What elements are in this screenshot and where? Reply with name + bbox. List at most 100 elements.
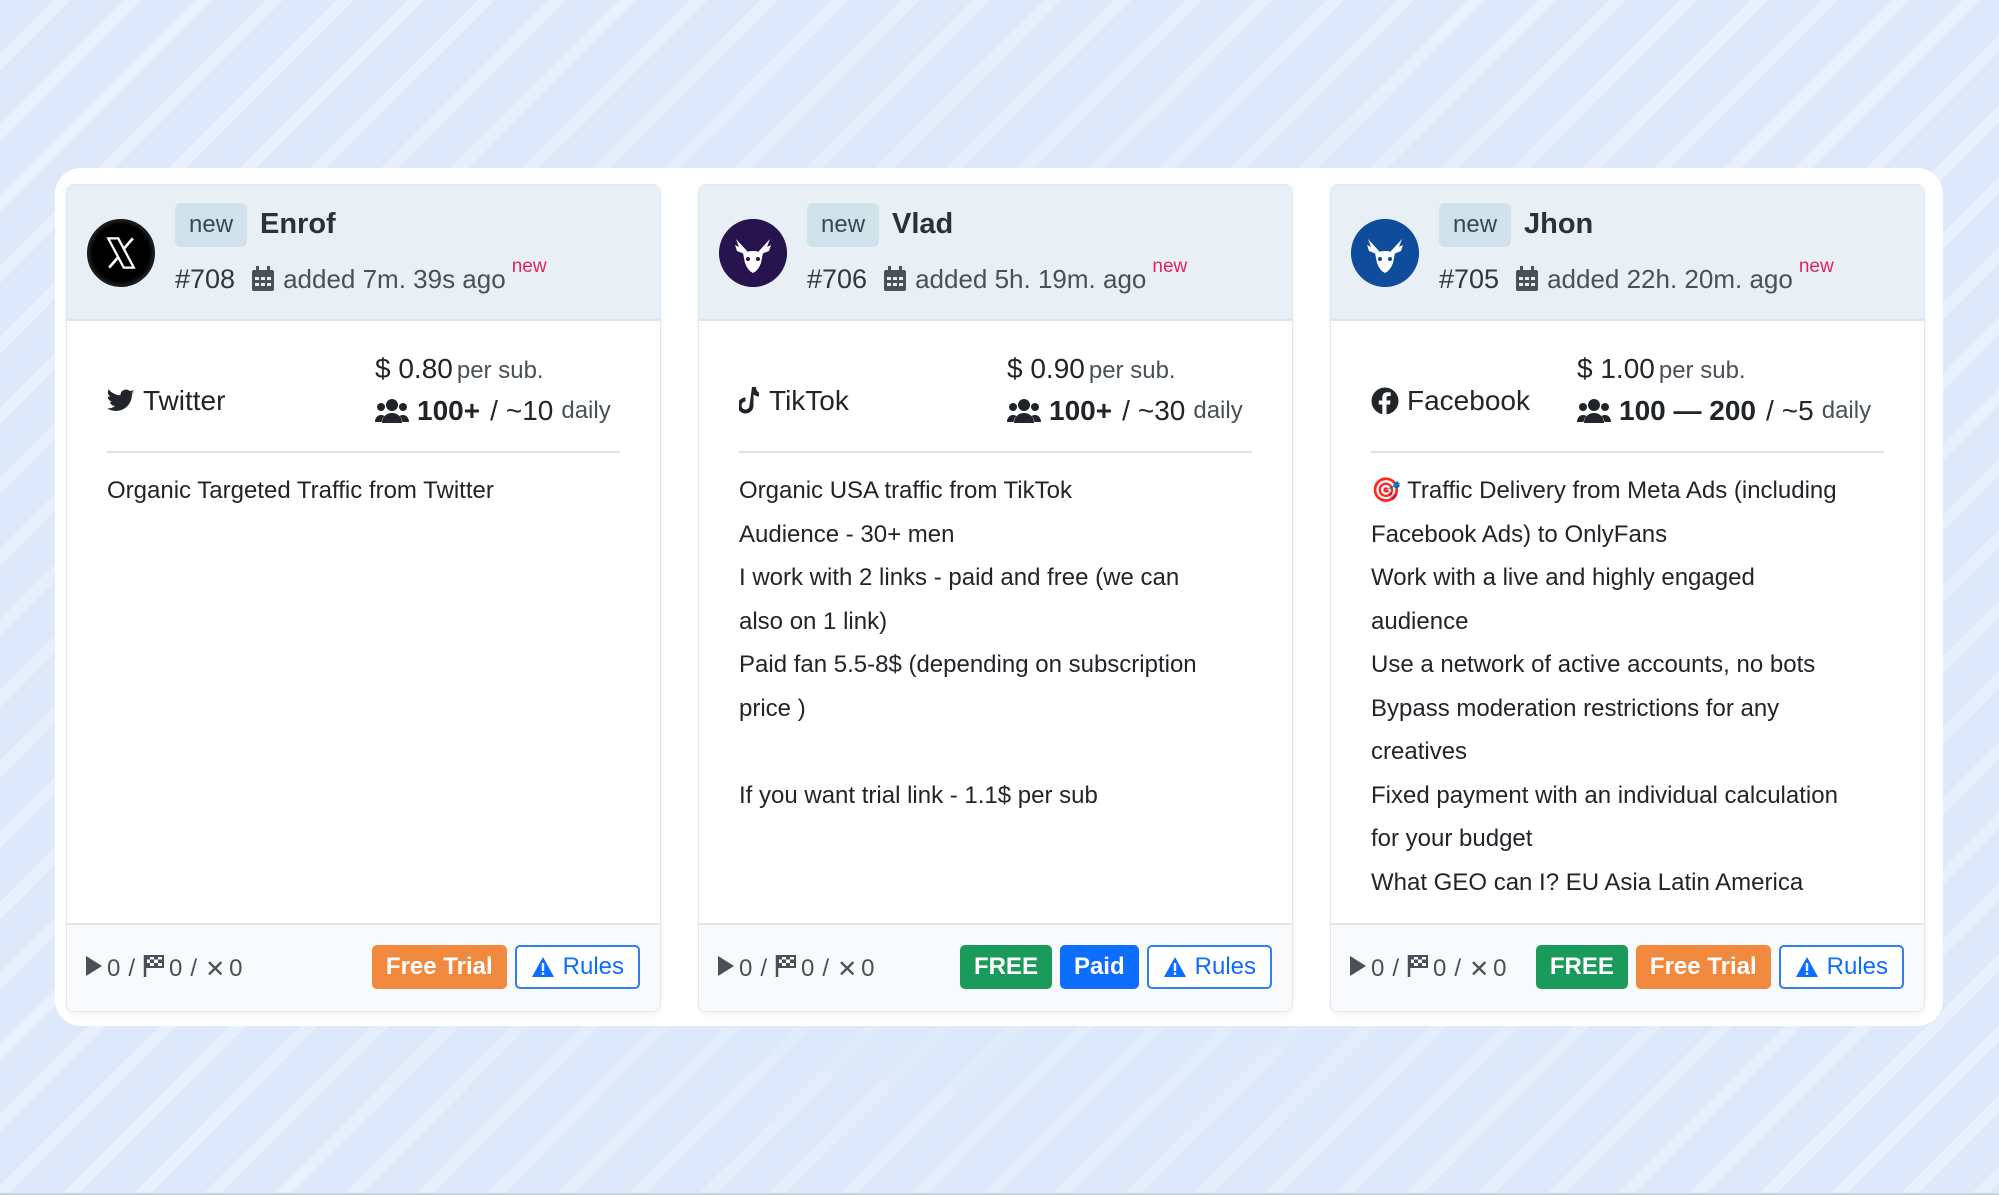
- finished-count: 0: [801, 955, 815, 982]
- author-name[interactable]: Vlad: [892, 208, 954, 240]
- twitter-bird-icon: [107, 389, 135, 413]
- warning-icon: [531, 956, 555, 978]
- x-logo-icon[interactable]: [87, 219, 155, 287]
- offer-card: new Enrof #708 added 7m. 39s ago new Twi…: [66, 184, 661, 1012]
- price-value: 1.00: [1600, 353, 1655, 384]
- description-line: 🎯 Traffic Delivery from Meta Ads (includ…: [1371, 477, 1837, 504]
- subs-range: 100+: [1049, 395, 1113, 426]
- order-id: #705: [1439, 263, 1500, 294]
- description-line: Facebook Ads) to OnlyFans: [1371, 520, 1668, 548]
- new-tag: new: [1152, 256, 1188, 277]
- card-buttons: FREE Free Trial Rules: [1535, 945, 1904, 989]
- flag-icon: [775, 954, 797, 985]
- stats: 0 / 0 / ✕ 0: [85, 925, 243, 1011]
- price-unit: per sub.: [1658, 357, 1746, 384]
- moose-logo-icon[interactable]: [719, 219, 787, 287]
- warning-icon: [1795, 956, 1819, 978]
- price-block: $ 1.00 per sub. 100 — 200 / ~5 daily: [1577, 349, 1884, 431]
- platform-name: TikTok: [769, 385, 849, 416]
- card-footer: 0 / 0 / ✕ 0 FREE Free Trial Rules: [1331, 923, 1924, 1011]
- offer-card: new Jhon #705 added 22h. 20m. ago new Fa…: [1330, 184, 1925, 1012]
- rules-button[interactable]: Rules: [1146, 945, 1272, 989]
- price-value: 0.80: [398, 353, 453, 384]
- users-icon: [375, 398, 409, 424]
- meta-line: #706 added 5h. 19m. ago new: [807, 256, 1188, 299]
- started-count: 0: [739, 955, 753, 982]
- flag-icon: [143, 954, 165, 985]
- daily-count: ~30: [1137, 395, 1186, 426]
- platform-name: Twitter: [143, 385, 226, 416]
- description: Organic Targeted Traffic from Twitter: [107, 469, 620, 513]
- price-block: $ 0.90 per sub. 100+ / ~30 daily: [1007, 349, 1252, 431]
- stats: 0 / 0 / ✕ 0: [1349, 925, 1507, 1011]
- added-time: added 5h. 19m. ago: [915, 263, 1147, 294]
- card-header: new Enrof #708 added 7m. 39s ago new: [67, 185, 660, 321]
- subs-range: 100 — 200: [1619, 395, 1756, 426]
- calendar-icon: [251, 266, 275, 292]
- free-trial-button[interactable]: Free Trial: [371, 945, 507, 989]
- free-button[interactable]: FREE: [959, 945, 1052, 989]
- warning-icon: [1163, 956, 1187, 978]
- daily-count: ~10: [505, 395, 554, 426]
- description-line: for your budget: [1371, 825, 1533, 852]
- description-line: Organic Targeted Traffic from Twitter: [107, 477, 494, 504]
- cancelled-count: 0: [1493, 955, 1507, 982]
- meta-line: #708 added 7m. 39s ago new: [175, 256, 547, 299]
- daily-label: daily: [1193, 397, 1243, 424]
- description-line: Use a network of active accounts, no bot…: [1371, 651, 1816, 678]
- play-icon: [717, 955, 735, 984]
- description-line: I work with 2 links - paid and free (we …: [739, 564, 1180, 591]
- facebook-icon: [1371, 387, 1399, 415]
- users-icon: [1577, 398, 1611, 424]
- description-line: Fixed payment with an individual calcula…: [1371, 781, 1838, 809]
- card-header: new Vlad #706 added 5h. 19m. ago new: [699, 185, 1292, 321]
- description-line: Organic USA traffic from TikTok: [739, 477, 1072, 504]
- divider: [107, 451, 620, 453]
- rules-button[interactable]: Rules: [1778, 945, 1904, 989]
- finished-count: 0: [1433, 955, 1447, 982]
- users-icon: [1007, 398, 1041, 424]
- platform: TikTok: [739, 381, 849, 421]
- new-badge: new: [807, 203, 880, 247]
- bottom-divider: [0, 1193, 1999, 1195]
- order-id: #708: [175, 263, 236, 294]
- price: $ 0.90 per sub.: [1007, 353, 1176, 384]
- description-line: [739, 730, 1252, 774]
- added-time: added 22h. 20m. ago: [1547, 263, 1793, 294]
- platform-name: Facebook: [1407, 385, 1530, 416]
- price-unit: per sub.: [1088, 357, 1176, 384]
- price-unit: per sub.: [456, 357, 544, 384]
- cancelled-count: 0: [229, 955, 243, 982]
- description-line: Bypass moderation restrictions for any: [1371, 694, 1780, 722]
- play-icon: [85, 955, 103, 984]
- author-name[interactable]: Jhon: [1524, 208, 1594, 240]
- rules-button[interactable]: Rules: [514, 945, 640, 989]
- card-buttons: Free Trial Rules: [371, 945, 640, 989]
- moose-logo-icon[interactable]: [1351, 219, 1419, 287]
- free-trial-button[interactable]: Free Trial: [1635, 945, 1771, 989]
- subscribers: 100+ / ~10 daily: [375, 391, 620, 431]
- tiktok-icon: [739, 387, 761, 415]
- platform: Facebook: [1371, 381, 1530, 421]
- description-line: What GEO can I? EU Asia Latin America: [1371, 868, 1804, 896]
- free-button[interactable]: FREE: [1535, 945, 1628, 989]
- subs-range: 100+: [417, 395, 481, 426]
- description-line: If you want trial link - 1.1$ per sub: [739, 781, 1098, 809]
- close-icon: ✕: [205, 955, 226, 983]
- description-line: Work with a live and highly engaged: [1371, 564, 1755, 591]
- calendar-icon: [1515, 266, 1539, 292]
- close-icon: ✕: [1469, 955, 1490, 983]
- price: $ 1.00 per sub.: [1577, 353, 1746, 384]
- paid-button[interactable]: Paid: [1059, 945, 1139, 989]
- divider: [1371, 451, 1884, 453]
- author-name[interactable]: Enrof: [260, 208, 336, 240]
- description-line: audience: [1371, 607, 1469, 635]
- card-footer: 0 / 0 / ✕ 0 FREE Paid Rules: [699, 923, 1292, 1011]
- price-value: 0.90: [1030, 353, 1085, 384]
- play-icon: [1349, 955, 1367, 984]
- description: 🎯 Traffic Delivery from Meta Ads (includ…: [1371, 469, 1884, 904]
- rules-label: Rules: [1194, 953, 1256, 980]
- new-tag: new: [1798, 256, 1834, 277]
- price-block: $ 0.80 per sub. 100+ / ~10 daily: [375, 349, 620, 431]
- calendar-icon: [883, 266, 907, 292]
